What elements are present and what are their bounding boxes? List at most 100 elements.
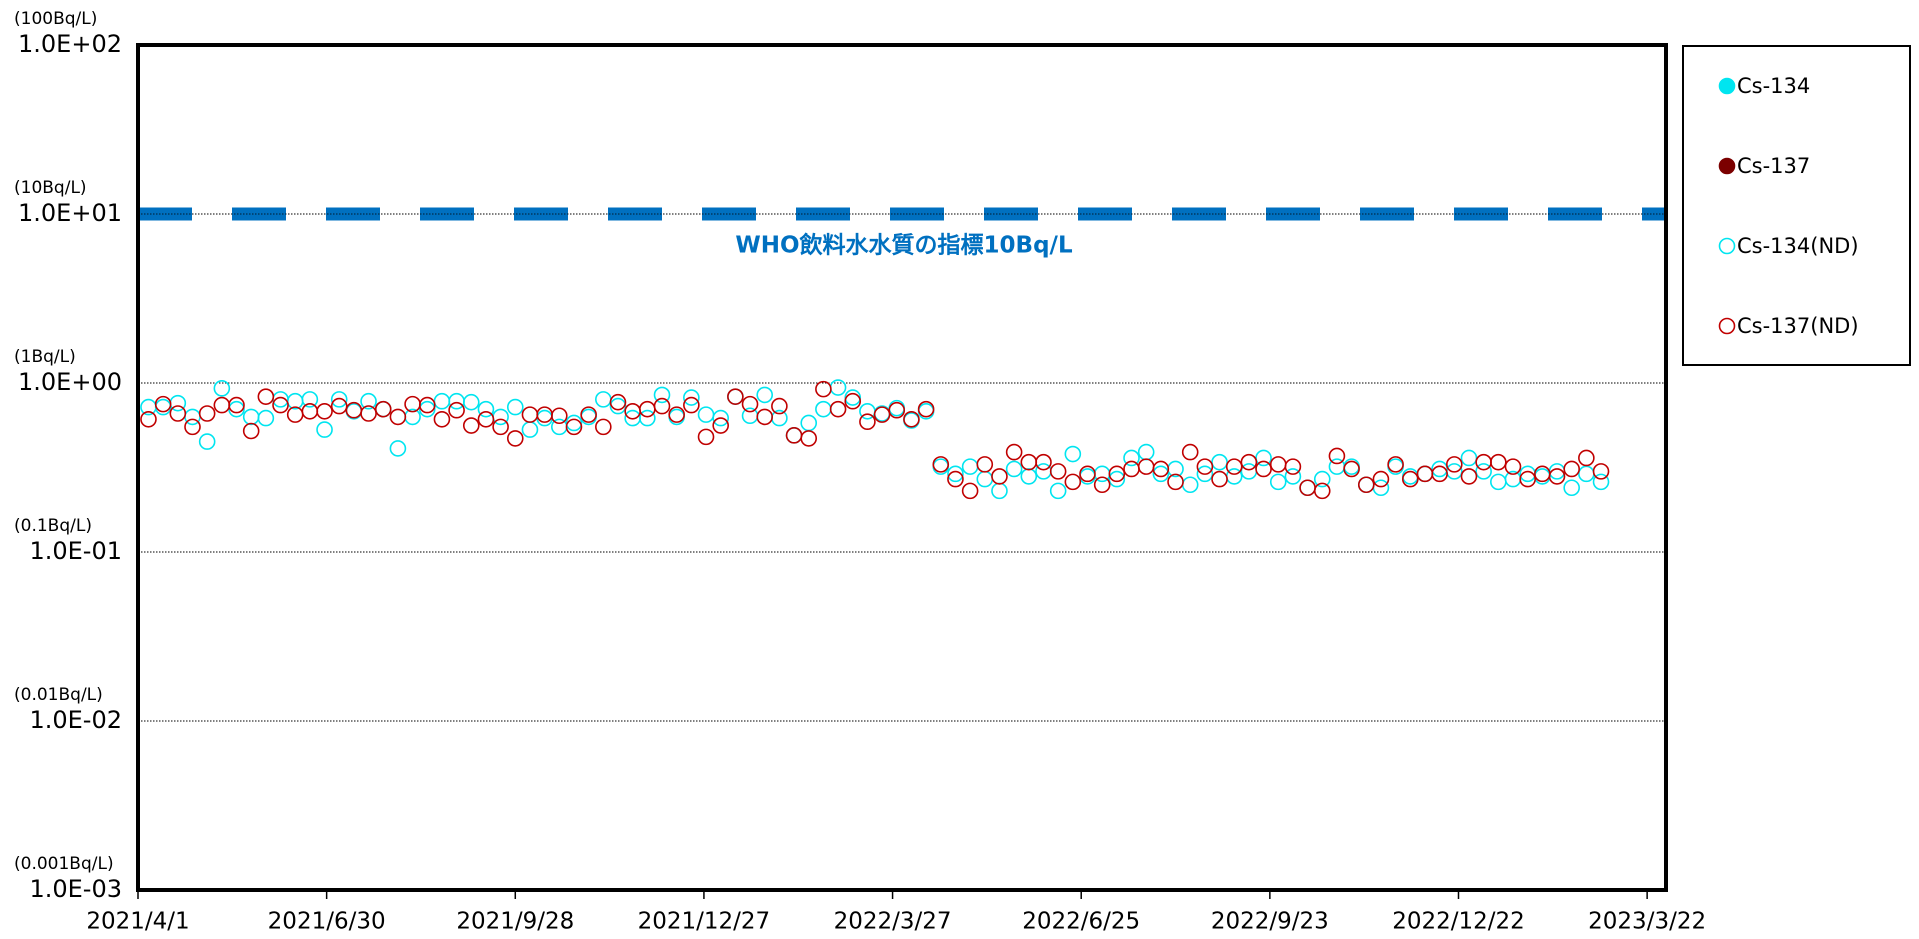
data-point: [844, 392, 862, 410]
data-point: [140, 410, 157, 428]
data-point: [1137, 443, 1155, 461]
x-tick-label: 2021/6/30: [268, 909, 386, 935]
data-point: [1005, 443, 1023, 461]
data-point: [1372, 479, 1390, 497]
data-point: [756, 386, 774, 404]
data-point: [1343, 460, 1360, 478]
data-point: [1020, 453, 1038, 471]
data-point: [1005, 460, 1023, 478]
data-point: [228, 400, 245, 418]
data-point: [815, 380, 832, 398]
legend-marker: [1718, 157, 1736, 175]
y-tick-label: 1.0E+01: [18, 199, 122, 227]
data-point: [418, 400, 436, 418]
data-point: [213, 380, 231, 397]
data-point: [903, 410, 920, 428]
data-point: [448, 401, 465, 419]
data-point: [595, 391, 612, 408]
data-point: [1460, 449, 1478, 467]
data-point: [1049, 482, 1067, 500]
data-point: [727, 388, 744, 405]
x-tick-label: 2022/9/23: [1211, 909, 1329, 935]
data-point: [653, 397, 671, 415]
data-point: [389, 440, 407, 457]
data-point: [697, 428, 715, 446]
data-point: [1357, 476, 1375, 494]
data-point: [653, 386, 671, 404]
data-point: [1123, 460, 1140, 478]
data-point: [1255, 449, 1272, 467]
data-point: [580, 406, 597, 423]
data-point: [492, 418, 509, 436]
y-tick-unit: (0.01Bq/L): [14, 685, 103, 705]
data-point: [888, 401, 906, 419]
data-point: [551, 407, 568, 425]
data-point: [1108, 465, 1126, 483]
data-point: [1225, 458, 1243, 475]
y-tick-unit: (10Bq/L): [14, 178, 87, 198]
data-point: [1592, 463, 1610, 480]
data-point: [785, 427, 803, 444]
data-point: [1152, 465, 1170, 483]
data-point: [169, 405, 187, 422]
data-point: [154, 395, 172, 413]
data-point: [1328, 447, 1346, 465]
data-point: [242, 408, 260, 426]
data-point: [815, 400, 832, 418]
data-point: [521, 421, 539, 438]
data-point: [683, 389, 700, 406]
data-point: [1519, 470, 1536, 488]
data-point: [448, 392, 465, 410]
data-point: [198, 405, 216, 422]
legend-marker: [1718, 317, 1736, 335]
data-point: [316, 421, 333, 438]
data-point: [1475, 463, 1492, 480]
data-point: [213, 396, 231, 414]
data-point: [1313, 482, 1331, 500]
data-point: [595, 418, 612, 436]
x-tick-label: 2022/3/27: [834, 909, 952, 935]
data-point: [1035, 453, 1052, 471]
data-point: [1240, 453, 1258, 471]
data-point: [1269, 473, 1287, 491]
data-point: [1416, 465, 1434, 483]
data-point: [947, 465, 964, 483]
x-tick-label: 2022/12/22: [1392, 909, 1525, 935]
data-point: [506, 398, 524, 416]
data-point: [1578, 449, 1595, 467]
data-point: [316, 403, 333, 420]
data-point: [609, 397, 627, 415]
data-point: [1401, 470, 1419, 488]
data-point: [1387, 456, 1404, 473]
plot-border: [136, 43, 1668, 892]
data-point: [360, 405, 377, 422]
data-point: [1446, 456, 1463, 473]
data-point: [683, 396, 700, 414]
data-point: [1299, 479, 1316, 497]
x-tick-label: 2021/9/28: [456, 909, 574, 935]
data-point: [947, 470, 964, 488]
data-point: [932, 456, 950, 473]
data-point: [1211, 470, 1228, 488]
data-point: [1196, 458, 1214, 475]
data-point: [1284, 468, 1302, 485]
data-point: [462, 393, 480, 411]
data-point: [1563, 460, 1580, 478]
data-point: [1372, 470, 1390, 488]
data-point: [1196, 465, 1214, 483]
data-point: [829, 379, 847, 396]
data-point: [418, 396, 436, 414]
data-point: [991, 482, 1008, 500]
data-point: [1240, 463, 1258, 480]
data-point: [345, 401, 363, 419]
x-tick-label: 2022/6/25: [1022, 909, 1140, 935]
data-point: [242, 422, 260, 440]
data-point: [301, 391, 319, 408]
data-point: [976, 470, 994, 488]
data-point: [961, 458, 979, 475]
x-tick-label: 2023/3/22: [1588, 909, 1706, 935]
data-point: [697, 406, 715, 423]
data-point: [565, 418, 583, 436]
data-point: [1548, 468, 1566, 485]
data-point: [536, 406, 553, 423]
